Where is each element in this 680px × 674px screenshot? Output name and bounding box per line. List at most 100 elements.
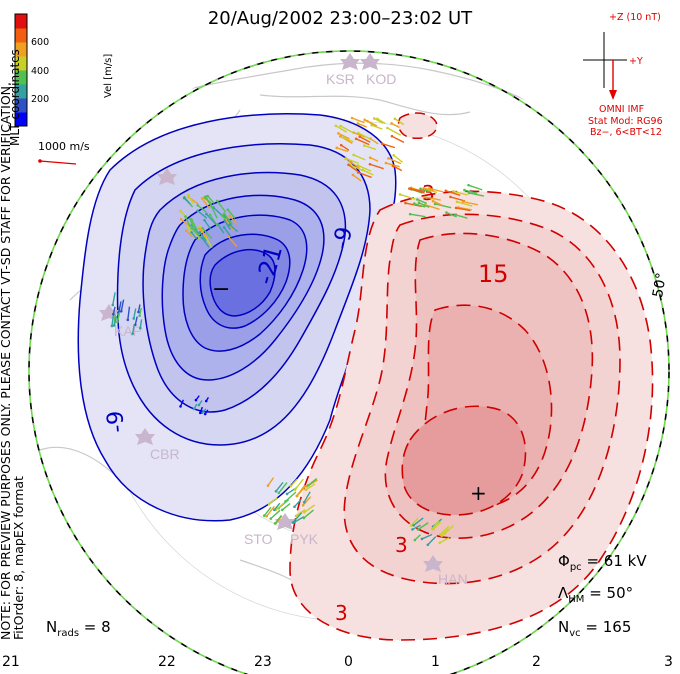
velocity-vector [420, 188, 431, 193]
velocity-vector-origin [386, 126, 389, 130]
velocity-vector [187, 194, 195, 204]
velocity-vector [307, 478, 318, 486]
velocity-vector-origin [194, 398, 198, 402]
velocity-vector [127, 306, 131, 320]
hm-boundary-latitude: ΛHM = 50° [558, 584, 633, 605]
velocity-vector [305, 483, 316, 491]
velocity-vector-origin [228, 214, 231, 217]
velocity-vector [458, 206, 472, 211]
velocity-vector-origin [205, 212, 208, 216]
radar-marker-han [423, 555, 443, 572]
velocity-vector-origin [223, 219, 227, 222]
lambda-subscript: HM [568, 594, 585, 605]
velocity-vector-origin [179, 209, 182, 213]
velocity-vector [216, 200, 227, 213]
velocity-vector-origin [204, 195, 208, 198]
velocity-vector-origin [294, 514, 298, 518]
velocity-vector-origin [196, 209, 199, 213]
velocity-vector-origin [354, 137, 358, 141]
velocity-vector-origin [222, 212, 226, 216]
velocity-vector [455, 207, 471, 212]
velocity-vector [456, 201, 473, 207]
velocity-vector [274, 515, 282, 524]
velocity-vector [357, 122, 367, 128]
velocity-vector [444, 525, 454, 535]
velocity-vector [113, 315, 118, 326]
velocity-vector [223, 215, 233, 226]
velocity-vector-origin [449, 195, 452, 199]
velocity-vector-origin [179, 217, 183, 221]
velocity-vector-origin [455, 200, 459, 204]
noon-potential-patch [397, 112, 438, 140]
lambda-symbol: Λ [558, 584, 569, 602]
radar-label-han: HAN [438, 571, 468, 587]
colorbar-tick-400: 400 [31, 66, 50, 77]
velocity-vector-origin [463, 188, 466, 192]
radar-label-cbr: CBR [150, 446, 180, 462]
velocity-vectors [110, 116, 484, 547]
velocity-vector [227, 236, 238, 248]
velocity-vector [335, 125, 348, 133]
velocity-vector-origin [444, 189, 448, 193]
velocity-vector [410, 213, 426, 218]
velocity-vector-origin [443, 532, 447, 535]
velocity-vector [180, 218, 191, 227]
velocity-vector-origin [413, 538, 417, 542]
imf-z-label: +Z (10 nT) [609, 12, 661, 23]
velocity-vector-origin [198, 411, 202, 415]
velocity-vector-origin [391, 164, 395, 168]
velocity-vector-origin [295, 494, 299, 498]
velocity-vector-origin [137, 310, 140, 314]
colorbar-segment [15, 56, 27, 71]
velocity-vector [340, 144, 350, 151]
velocity-vector-origin [433, 202, 437, 206]
velocity-vector-origin [428, 187, 431, 190]
velocity-vector-origin [467, 183, 470, 187]
velocity-vector [349, 164, 362, 171]
contour-label-neg9-bottom: -9 [103, 410, 130, 434]
velocity-vector [304, 504, 316, 513]
velocity-vector [303, 509, 314, 519]
colorbar-tick-200: 200 [31, 94, 50, 105]
radar-marker-kap [99, 304, 119, 321]
velocity-vector-origin [269, 517, 273, 520]
velocity-vector [199, 231, 207, 242]
velocity-vector-origin [184, 229, 188, 232]
velocity-vector-origin [186, 225, 190, 229]
velocity-vector [336, 147, 349, 153]
velocity-vector [284, 491, 297, 502]
velocity-vector [339, 135, 353, 144]
nrads-value: = 8 [79, 618, 111, 636]
velocity-vector-origin [356, 122, 360, 125]
velocity-vector [432, 521, 442, 530]
velocity-vector [357, 164, 372, 172]
colorbar-segment [15, 84, 27, 99]
velocity-vector [183, 197, 191, 205]
velocity-vector-origin [302, 500, 306, 504]
velocity-vector-origin [227, 235, 230, 239]
velocity-vector-origin [342, 136, 346, 140]
mlt-tick-23: 23 [254, 654, 272, 670]
velocity-vector-origin [352, 153, 355, 157]
velocity-vector [369, 163, 384, 170]
nvc-subscript: vc [569, 628, 581, 639]
velocity-vector [197, 204, 207, 213]
velocity-vector-origin [390, 134, 394, 138]
velocity-vector [263, 506, 272, 517]
velocity-vector-origin [404, 201, 407, 205]
velocity-vector-origin [274, 489, 278, 493]
velocity-vector [445, 190, 461, 196]
velocity-vector-origin [186, 193, 190, 197]
velocity-vector-origin [188, 217, 192, 221]
mlt-tick-2: 2 [532, 654, 541, 670]
mlt-tick-1: 1 [431, 654, 440, 670]
velocity-vector-origin [412, 524, 415, 527]
velocity-vector [134, 316, 138, 325]
velocity-vector [270, 509, 281, 520]
velocity-vector [393, 154, 404, 163]
velocity-vector [369, 157, 379, 162]
velocity-vector [399, 193, 416, 200]
velocity-vector-origin [380, 142, 384, 146]
velocity-vector [296, 484, 306, 497]
